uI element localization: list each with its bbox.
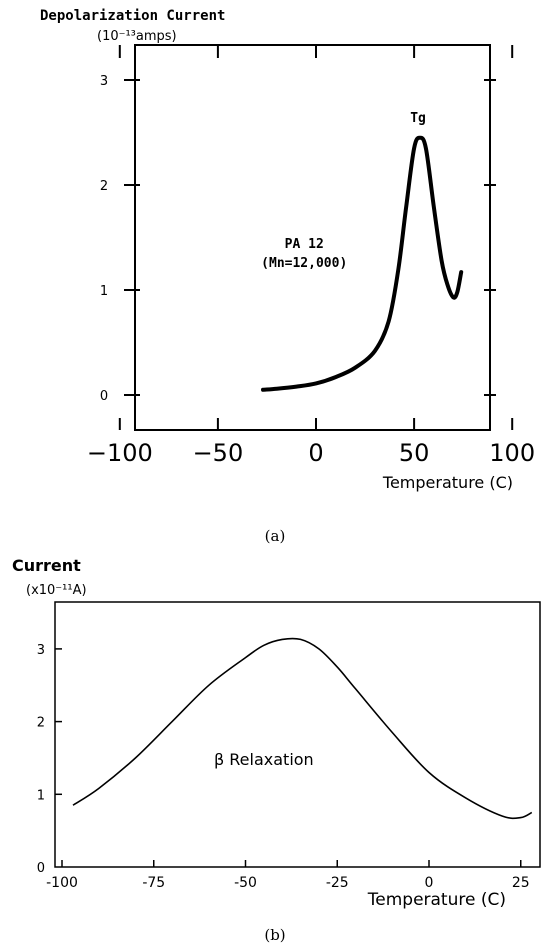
panel-a-ytick-label: 2 <box>100 179 108 194</box>
panel-b-label: (b) <box>264 926 285 944</box>
panel-a-ticks <box>118 45 514 430</box>
panel-a-frame <box>134 44 491 431</box>
panel-b-xlabel: Temperature (C) <box>367 890 506 910</box>
panel-b-ytick-label: 1 <box>37 788 45 803</box>
panel-a-annotation-tg: Tg <box>410 111 426 126</box>
panel-b-xtick-label: -25 <box>326 875 349 891</box>
panel-b-tick-labels: 0 1 2 3 -100 -75 -50 -25 0 25 <box>37 643 530 891</box>
panel-b-xtick-label: -50 <box>234 875 257 891</box>
panel-a-series-line <box>261 135 464 392</box>
panel-b-xtick-label: -75 <box>142 875 165 891</box>
panel-a-tick-labels: 0 1 2 3 −100 −50 0 50 100 <box>87 74 535 467</box>
panel-a-xtick-label: 0 <box>308 439 323 467</box>
panel-a-xtick-label: 100 <box>489 439 535 467</box>
panel-a-annotation-mn: (Mn=12,000) <box>261 256 347 271</box>
panel-b-series-line <box>72 637 533 820</box>
panel-b-xtick-label: 25 <box>512 875 530 891</box>
panel-a-xtick-label: −100 <box>87 439 153 467</box>
panel-a-label: (a) <box>265 527 286 545</box>
panel-b-xtick-label: -100 <box>46 875 78 891</box>
panel-a-ytick-label: 0 <box>100 389 108 404</box>
panel-b: Current (x10⁻¹¹A) 0 1 2 3 -100 -75 -50 -25 0 25 β… <box>12 556 541 944</box>
panel-a-xtick-label: 50 <box>399 439 430 467</box>
panel-b-ylabel: Current <box>12 556 81 575</box>
panel-b-yunit: (x10⁻¹¹A) <box>26 583 87 598</box>
panel-a-ytick-label: 1 <box>100 284 108 299</box>
panel-a: Depolarization Current (10⁻¹³amps) 0 1 2 3 −… <box>40 8 535 545</box>
panel-a-xlabel: Temperature (C) <box>382 473 513 492</box>
panel-b-frame <box>54 601 541 868</box>
panel-a-xtick-label: −50 <box>193 439 244 467</box>
panel-b-annotation-relaxation: β Relaxation <box>214 750 314 769</box>
panel-a-annotation-sample: PA 12 <box>285 237 324 252</box>
panel-b-ytick-label: 0 <box>37 861 45 876</box>
panel-a-ylabel: Depolarization Current <box>40 8 225 24</box>
panel-b-xtick-label: 0 <box>425 875 434 891</box>
panel-b-ytick-label: 2 <box>37 716 45 731</box>
panel-b-ticks <box>55 648 522 867</box>
panel-b-ytick-label: 3 <box>37 643 45 658</box>
panel-a-ytick-label: 3 <box>100 74 108 89</box>
panel-a-yunit: (10⁻¹³amps) <box>97 29 177 44</box>
